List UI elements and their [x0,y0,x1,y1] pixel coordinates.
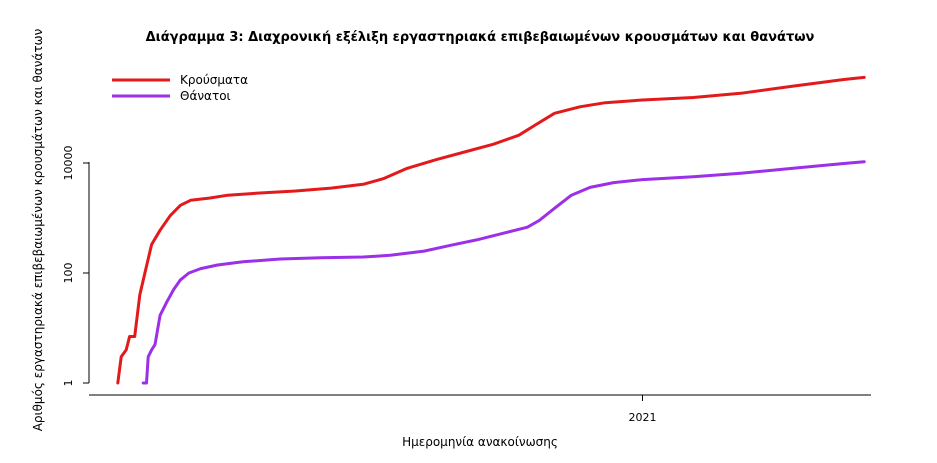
x-tick-label: 2021 [628,411,656,424]
series-line-cases [116,75,866,385]
y-tick-label-group: 100 [62,263,75,284]
legend-label-deaths: Θάνατοι [180,89,231,103]
y-ticks: 1 100 10000 [62,146,89,387]
chart-title: Διάγραμμα 3: Διαχρονική εξέλιξη εργαστηρ… [146,30,815,45]
y-tick-label-group: 1 [62,380,75,387]
y-tick-label-group: 10000 [62,146,75,181]
series-line-deaths [141,160,866,385]
x-axis-label: Ημερομηνία ανακοίνωσης [402,435,558,449]
y-axis-label: Αριθμός εργαστηριακά επιβεβαιωμένων κρου… [31,28,45,431]
y-axis-label-group: Αριθμός εργαστηριακά επιβεβαιωμένων κρου… [31,28,45,431]
legend: Κρούσματα Θάνατοι [112,73,248,103]
y-tick-label: 1 [62,380,75,387]
series-lines [116,75,866,385]
y-tick-label: 100 [62,263,75,284]
y-tick-label: 10000 [62,146,75,181]
x-ticks: 2021 [628,395,656,424]
legend-label-cases: Κρούσματα [180,73,248,87]
